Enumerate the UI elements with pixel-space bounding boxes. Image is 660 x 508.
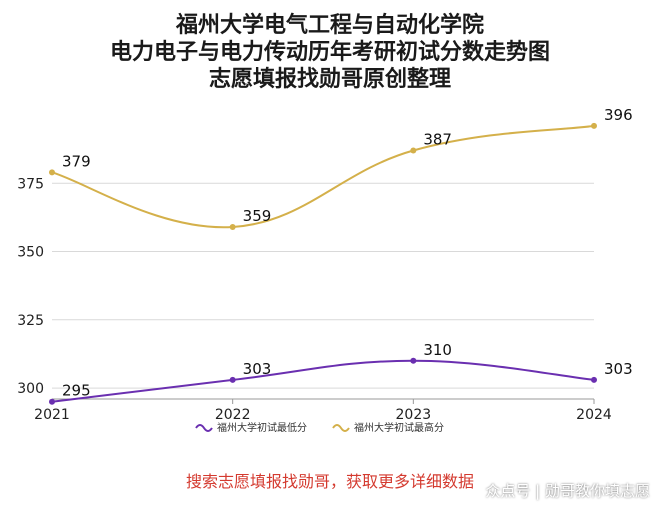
legend-swatch-1 <box>332 424 350 432</box>
footer-note: 搜索志愿填报找勋哥，获取更多详细数据 <box>185 472 474 491</box>
x-tick-label: 2021 <box>34 407 70 423</box>
y-tick-label: 350 <box>17 245 44 261</box>
data-label: 295 <box>62 382 91 400</box>
legend-label: 福州大学初试最低分 <box>217 421 307 434</box>
data-point <box>49 169 55 176</box>
data-label: 310 <box>423 341 452 359</box>
chart-title-line-3: 志愿填报找勋哥原创整理 <box>208 67 451 92</box>
x-tick-label: 2023 <box>396 407 432 423</box>
data-point <box>591 122 597 129</box>
data-label: 359 <box>243 207 272 225</box>
y-tick-label: 375 <box>17 176 44 192</box>
chart-title-line-1: 福州大学电气工程与自动化学院 <box>175 13 484 38</box>
x-tick-label: 2022 <box>215 407 251 423</box>
watermark: 众点号 | 勋哥教你填志愿 <box>485 482 650 500</box>
data-label: 379 <box>62 152 91 170</box>
data-label: 396 <box>604 106 633 124</box>
data-point <box>410 357 417 364</box>
data-label: 303 <box>243 360 272 378</box>
data-label: 303 <box>604 360 633 378</box>
data-label: 387 <box>423 131 452 149</box>
y-tick-label: 325 <box>17 313 44 329</box>
data-point <box>410 147 417 154</box>
series-line-1 <box>51 124 595 229</box>
legend-label: 福州大学初试最高分 <box>354 421 444 434</box>
series-line-0 <box>51 359 595 403</box>
y-tick-label: 300 <box>17 381 44 397</box>
data-point <box>229 376 236 383</box>
data-point <box>591 376 597 383</box>
data-point <box>49 398 55 405</box>
data-point <box>229 223 236 230</box>
chart-title-line-2: 电力电子与电力传动历年考研初试分数走势图 <box>109 40 550 65</box>
x-tick-label: 2024 <box>576 407 612 423</box>
legend-swatch-0 <box>195 424 213 432</box>
